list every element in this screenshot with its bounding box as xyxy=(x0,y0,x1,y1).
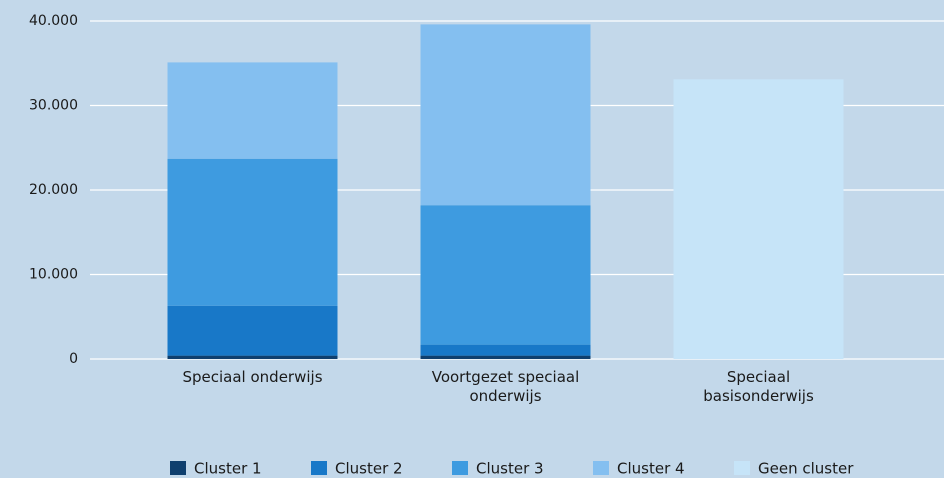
y-tick-label: 10.000 xyxy=(29,267,78,283)
legend-label: Cluster 2 xyxy=(335,460,403,478)
legend-swatch xyxy=(734,461,750,475)
legend-label: Cluster 1 xyxy=(194,460,262,478)
legend-label: Cluster 4 xyxy=(617,460,685,478)
bar-segment xyxy=(167,62,338,159)
bar-segment xyxy=(420,344,591,356)
bar-segment xyxy=(420,24,591,206)
bar-segment xyxy=(167,305,338,356)
legend-swatch xyxy=(452,461,468,475)
y-tick-label: 40.000 xyxy=(29,13,78,29)
x-tick-label: Speciaal onderwijs xyxy=(182,368,323,386)
y-tick-label: 20.000 xyxy=(29,182,78,198)
bar-segment xyxy=(420,355,591,359)
y-tick-label: 0 xyxy=(69,351,78,367)
legend-label: Cluster 3 xyxy=(476,460,544,478)
bar-segment xyxy=(167,355,338,359)
legend-swatch xyxy=(170,461,186,475)
x-tick-label: Voortgezet speciaal onderwijs xyxy=(431,368,580,405)
y-tick-label: 30.000 xyxy=(29,98,78,114)
legend-swatch xyxy=(311,461,327,475)
bar-segment xyxy=(420,205,591,345)
legend-swatch xyxy=(593,461,609,475)
legend-label: Geen cluster xyxy=(758,460,854,478)
bar-segment xyxy=(167,158,338,306)
x-tick-label: Speciaal basisonderwijs xyxy=(703,368,814,405)
bar-segment xyxy=(673,79,844,360)
